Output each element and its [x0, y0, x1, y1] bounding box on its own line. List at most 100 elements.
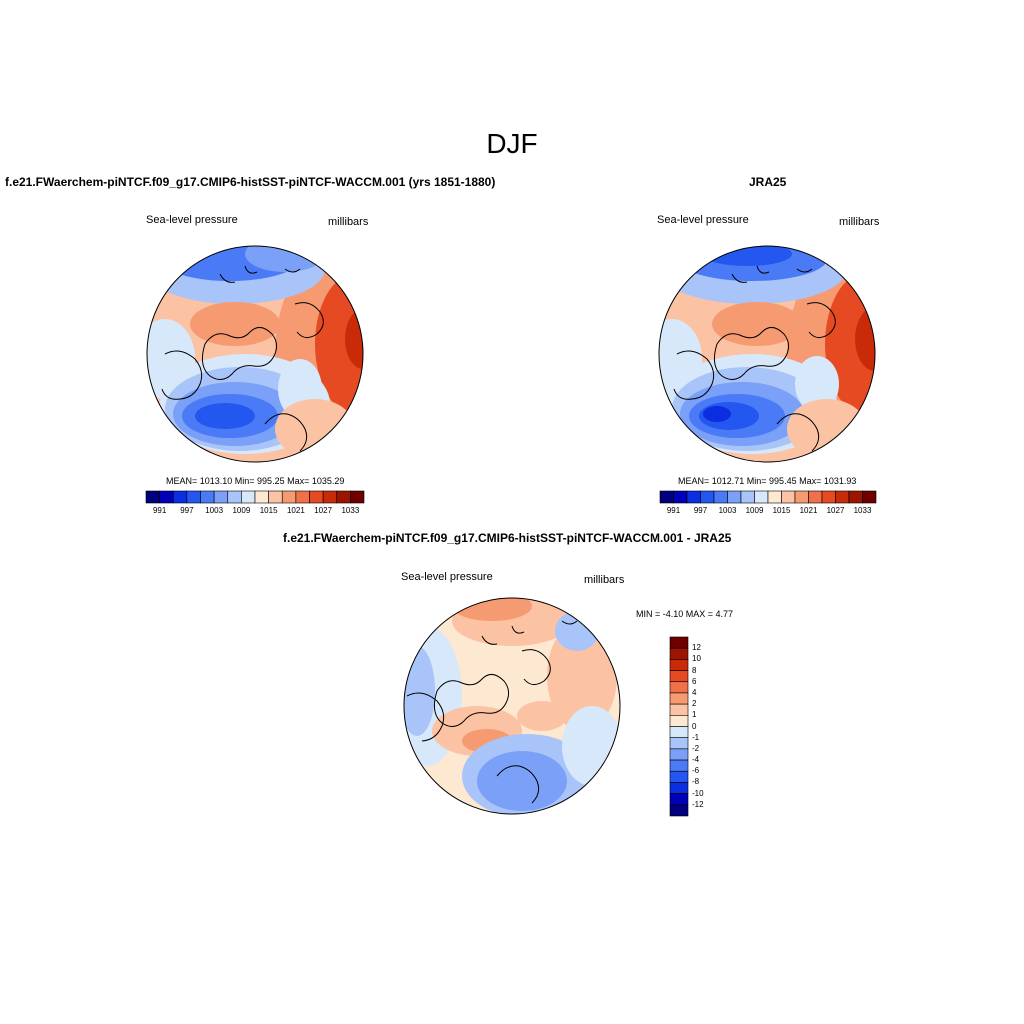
- colorbar-swatch: [821, 490, 836, 504]
- colorbar-tick-label: 1027: [826, 506, 845, 515]
- model-stats: MEAN= 1013.10 Min= 995.25 Max= 1035.29: [166, 476, 345, 486]
- colorbar-tick-label: 6: [692, 676, 697, 686]
- colorbar-tick-label: 1: [692, 710, 697, 720]
- colorbar-swatch: [350, 490, 365, 504]
- colorbar-tick-label: 1003: [718, 506, 737, 515]
- colorbar-swatch: [781, 490, 796, 504]
- colorbar-tick-label: 1027: [314, 506, 333, 515]
- colorbar-swatch: [309, 490, 324, 504]
- colorbar-swatch: [669, 804, 689, 817]
- colorbar-swatch: [808, 490, 823, 504]
- colorbar-swatch: [200, 490, 215, 504]
- colorbar-tick-label: 1009: [232, 506, 251, 515]
- diff-field-label: Sea-level pressure: [401, 571, 493, 583]
- colorbar-tick-label: 2: [692, 699, 697, 709]
- diff-colorbar: [669, 636, 689, 817]
- colorbar-swatch: [254, 490, 269, 504]
- model-units-label: millibars: [328, 216, 369, 228]
- colorbar-swatch: [740, 490, 755, 504]
- model-panel-title: f.e21.FWaerchem-piNTCF.f09_g17.CMIP6-his…: [5, 175, 496, 189]
- colorbar-swatch: [835, 490, 850, 504]
- colorbar-swatch: [659, 490, 674, 504]
- colorbar-tick-label: -8: [692, 777, 700, 787]
- colorbar-swatch: [172, 490, 188, 504]
- colorbar-tick-label: -4: [692, 755, 700, 765]
- colorbar-swatch: [669, 782, 689, 794]
- colorbar-swatch: [669, 692, 689, 705]
- colorbar-swatch: [669, 703, 689, 716]
- colorbar-tick-label: 1033: [853, 506, 872, 515]
- model-polar-map: [146, 245, 364, 463]
- diff-panel-title: f.e21.FWaerchem-piNTCF.f09_g17.CMIP6-his…: [283, 531, 732, 545]
- colorbar-swatch: [336, 490, 351, 504]
- colorbar-swatch: [669, 659, 689, 671]
- diff-polar-map: [403, 597, 621, 815]
- colorbar-swatch: [669, 681, 689, 694]
- colorbar-tick-label: -1: [692, 732, 700, 742]
- obs-polar-map: [658, 245, 876, 463]
- colorbar-swatch: [848, 490, 863, 504]
- colorbar-tick-label: 997: [693, 506, 708, 515]
- colorbar-tick-label: 1003: [205, 506, 224, 515]
- model-colorbar: [145, 490, 365, 504]
- colorbar-tick-label: 1009: [745, 506, 764, 515]
- colorbar-swatch: [669, 726, 689, 738]
- colorbar-swatch: [669, 770, 689, 783]
- colorbar-tick-label: 1015: [259, 506, 278, 515]
- obs-field-label: Sea-level pressure: [657, 214, 749, 226]
- colorbar-tick-label: 10: [692, 654, 701, 664]
- diff-units-label: millibars: [584, 574, 625, 586]
- colorbar-tick-label: 991: [152, 506, 167, 515]
- colorbar-tick-label: 991: [666, 506, 681, 515]
- diff-minmax: MIN = -4.10 MAX = 4.77: [636, 609, 734, 619]
- colorbar-swatch: [700, 490, 715, 504]
- diff-colorbar-ticks: 12 10 8 6 4 2 1 0 -1 -2 -4 -6 -8 -10 -12: [692, 637, 722, 816]
- colorbar-tick-label: 12: [692, 643, 701, 653]
- colorbar-swatch: [686, 490, 701, 504]
- obs-panel-title: JRA25: [749, 175, 787, 189]
- colorbar-tick-label: 997: [180, 506, 194, 515]
- colorbar-swatch: [862, 490, 877, 504]
- colorbar-swatch: [669, 793, 689, 806]
- obs-colorbar-ticks: 991 997 1003 1009 1015 1021 1027 1033: [660, 506, 876, 518]
- colorbar-swatch: [713, 490, 728, 504]
- colorbar-swatch: [145, 490, 160, 504]
- colorbar-swatch: [281, 490, 297, 504]
- colorbar-swatch: [322, 490, 338, 504]
- colorbar-swatch: [673, 490, 688, 504]
- colorbar-swatch: [794, 490, 809, 504]
- colorbar-tick-label: -2: [692, 743, 700, 753]
- colorbar-tick-label: 1015: [772, 506, 791, 515]
- colorbar-swatch: [669, 715, 689, 727]
- colorbar-swatch: [669, 759, 689, 772]
- obs-stats: MEAN= 1012.71 Min= 995.45 Max= 1031.93: [678, 476, 857, 486]
- colorbar-tick-label: 1033: [341, 506, 360, 515]
- colorbar-tick-label: 8: [692, 665, 697, 675]
- colorbar-swatch: [186, 490, 201, 504]
- colorbar-tick-label: 0: [692, 721, 697, 731]
- colorbar-swatch: [669, 636, 689, 649]
- colorbar-swatch: [227, 490, 242, 504]
- colorbar-swatch: [669, 737, 689, 750]
- colorbar-swatch: [213, 490, 229, 504]
- colorbar-tick-label: -12: [692, 799, 704, 809]
- colorbar-tick-label: -10: [692, 788, 704, 798]
- model-field-label: Sea-level pressure: [146, 214, 238, 226]
- colorbar-tick-label: 1021: [286, 506, 305, 515]
- model-colorbar-ticks: 991 997 1003 1009 1015 1021 1027 1033: [146, 506, 364, 518]
- colorbar-swatch: [727, 490, 742, 504]
- colorbar-swatch: [669, 647, 689, 660]
- colorbar-swatch: [241, 490, 256, 504]
- colorbar-swatch: [159, 490, 174, 504]
- colorbar-swatch: [754, 490, 769, 504]
- colorbar-tick-label: 1021: [799, 506, 818, 515]
- colorbar-tick-label: -6: [692, 766, 700, 776]
- colorbar-swatch: [669, 670, 689, 683]
- colorbar-swatch: [295, 490, 310, 504]
- colorbar-swatch: [767, 490, 782, 504]
- colorbar-swatch: [669, 748, 689, 761]
- obs-colorbar: [659, 490, 877, 504]
- figure-title: DJF: [486, 128, 538, 159]
- colorbar-swatch: [268, 490, 283, 504]
- colorbar-tick-label: 4: [692, 687, 697, 697]
